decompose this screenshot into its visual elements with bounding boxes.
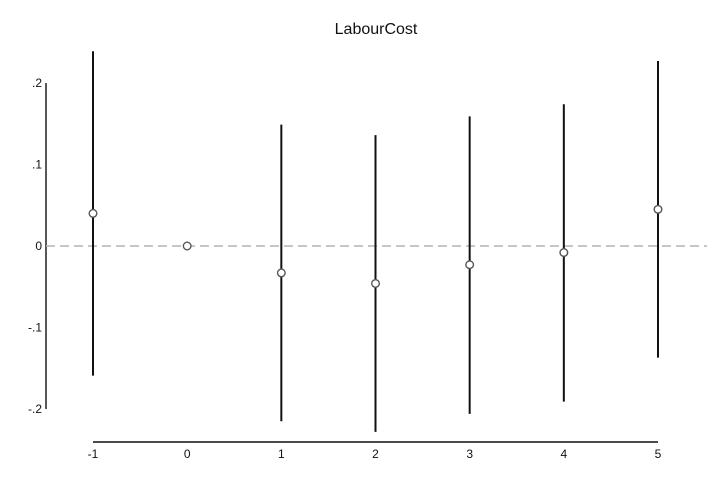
point-estimate bbox=[88, 208, 98, 218]
y-tick-label: .2 bbox=[32, 76, 42, 90]
y-tick-label: 0 bbox=[35, 239, 42, 253]
point-estimate bbox=[371, 278, 381, 288]
y-tick-label: -.2 bbox=[28, 402, 42, 416]
x-tick-label: 3 bbox=[466, 447, 473, 461]
x-tick-label: 2 bbox=[372, 447, 379, 461]
point-estimate bbox=[559, 248, 569, 258]
point-estimate bbox=[653, 204, 663, 214]
x-tick-label: 4 bbox=[560, 447, 567, 461]
point-estimate bbox=[276, 268, 286, 278]
plot-marks bbox=[46, 51, 707, 432]
axes: .2 .1 0 -.1 -.2 -1 0 1 2 3 4 5 bbox=[28, 76, 662, 461]
chart-title: LabourCost bbox=[335, 21, 418, 38]
x-tick-label: 0 bbox=[184, 447, 191, 461]
x-tick-label: 5 bbox=[655, 447, 662, 461]
x-tick-label: -1 bbox=[88, 447, 99, 461]
point-estimate bbox=[182, 241, 192, 251]
x-tick-label: 1 bbox=[278, 447, 285, 461]
y-tick-label: -.1 bbox=[28, 321, 42, 335]
y-tick-label: .1 bbox=[32, 158, 42, 172]
point-estimate bbox=[465, 260, 475, 270]
